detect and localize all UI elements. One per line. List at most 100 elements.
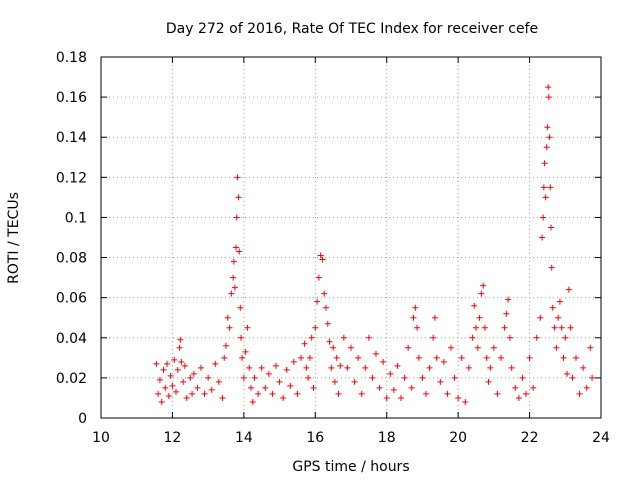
data-point xyxy=(549,304,556,311)
y-tick-labels: 0 0.02 0.04 0.06 0.08 0.1 0.12 0.14 0.16 0.18 xyxy=(56,50,87,427)
data-point xyxy=(480,282,487,289)
data-point xyxy=(408,384,415,391)
data-point xyxy=(335,390,342,397)
data-point xyxy=(333,354,340,361)
data-point xyxy=(287,382,294,389)
data-point xyxy=(258,364,265,371)
data-point xyxy=(205,374,212,381)
data-point xyxy=(383,394,390,401)
data-point xyxy=(244,324,251,331)
x-tick-label: 18 xyxy=(378,430,396,446)
data-point xyxy=(189,390,196,397)
data-point xyxy=(249,398,256,405)
data-point xyxy=(273,362,279,369)
data-point xyxy=(540,184,547,191)
data-point xyxy=(430,334,437,341)
data-point xyxy=(308,334,315,341)
data-point xyxy=(474,344,481,351)
data-point xyxy=(223,342,229,349)
data-point xyxy=(476,314,483,321)
data-point xyxy=(181,362,188,369)
data-point xyxy=(319,256,326,263)
data-point xyxy=(501,324,508,331)
data-point xyxy=(469,334,476,341)
y-tick-label: 0.02 xyxy=(56,371,87,387)
data-point xyxy=(547,184,554,191)
data-point xyxy=(494,390,501,397)
data-point xyxy=(410,314,417,321)
data-point xyxy=(180,378,187,385)
data-point xyxy=(431,314,438,321)
data-point xyxy=(298,354,304,361)
data-point xyxy=(512,384,519,391)
data-point xyxy=(330,344,337,351)
data-point xyxy=(221,354,228,361)
data-point xyxy=(540,214,547,221)
data-point xyxy=(380,358,387,365)
y-tick-label: 0.12 xyxy=(56,170,87,186)
grid xyxy=(101,57,601,418)
data-point xyxy=(323,304,329,311)
data-point xyxy=(544,124,551,131)
data-point xyxy=(519,374,526,381)
data-point xyxy=(348,344,354,351)
data-point xyxy=(248,384,254,391)
data-point xyxy=(226,324,233,331)
data-point xyxy=(238,334,244,341)
data-point xyxy=(303,364,310,371)
data-point xyxy=(398,394,404,401)
x-tick-label: 22 xyxy=(521,430,539,446)
data-point xyxy=(355,354,362,361)
x-tick-label: 14 xyxy=(235,430,253,446)
data-point xyxy=(508,364,515,371)
data-point xyxy=(174,366,181,373)
data-point xyxy=(580,364,587,371)
y-tick-label: 0.16 xyxy=(56,90,87,106)
x-tick-label: 24 xyxy=(592,430,610,446)
data-point xyxy=(589,374,596,381)
data-point xyxy=(358,390,365,397)
data-point xyxy=(485,378,492,385)
data-point xyxy=(212,360,219,367)
data-point xyxy=(235,194,242,201)
x-tick-label: 20 xyxy=(449,430,467,446)
data-point xyxy=(498,354,504,361)
data-point xyxy=(230,274,237,281)
x-tick-label: 10 xyxy=(92,430,110,446)
data-point xyxy=(198,364,204,371)
data-point xyxy=(405,344,412,351)
data-point xyxy=(208,386,215,393)
data-point xyxy=(362,364,369,371)
data-point xyxy=(310,384,317,391)
data-point xyxy=(230,258,237,265)
data-point xyxy=(465,364,472,371)
x-tick-label: 16 xyxy=(306,430,324,446)
data-point xyxy=(555,314,562,321)
y-tick-label: 0.08 xyxy=(56,251,87,267)
plot-frame xyxy=(100,56,602,419)
data-point xyxy=(326,338,333,345)
data-point xyxy=(545,94,552,101)
data-point xyxy=(234,174,241,181)
data-point xyxy=(387,370,394,377)
data-point xyxy=(344,364,351,371)
data-point xyxy=(239,354,246,361)
data-point xyxy=(160,366,167,373)
data-point xyxy=(548,264,555,271)
data-point xyxy=(533,334,540,341)
data-point xyxy=(165,392,172,399)
data-point xyxy=(487,364,494,371)
data-point xyxy=(228,290,235,297)
data-point xyxy=(153,360,160,367)
data-point xyxy=(505,296,512,303)
data-point xyxy=(262,384,269,391)
data-point xyxy=(551,324,558,331)
data-point xyxy=(562,334,569,341)
y-tick-label: 0.18 xyxy=(56,50,87,66)
data-point xyxy=(317,252,324,259)
data-point xyxy=(365,334,372,341)
data-point xyxy=(328,364,335,371)
data-point xyxy=(458,354,465,361)
data-point xyxy=(567,324,574,331)
data-point xyxy=(523,390,529,397)
